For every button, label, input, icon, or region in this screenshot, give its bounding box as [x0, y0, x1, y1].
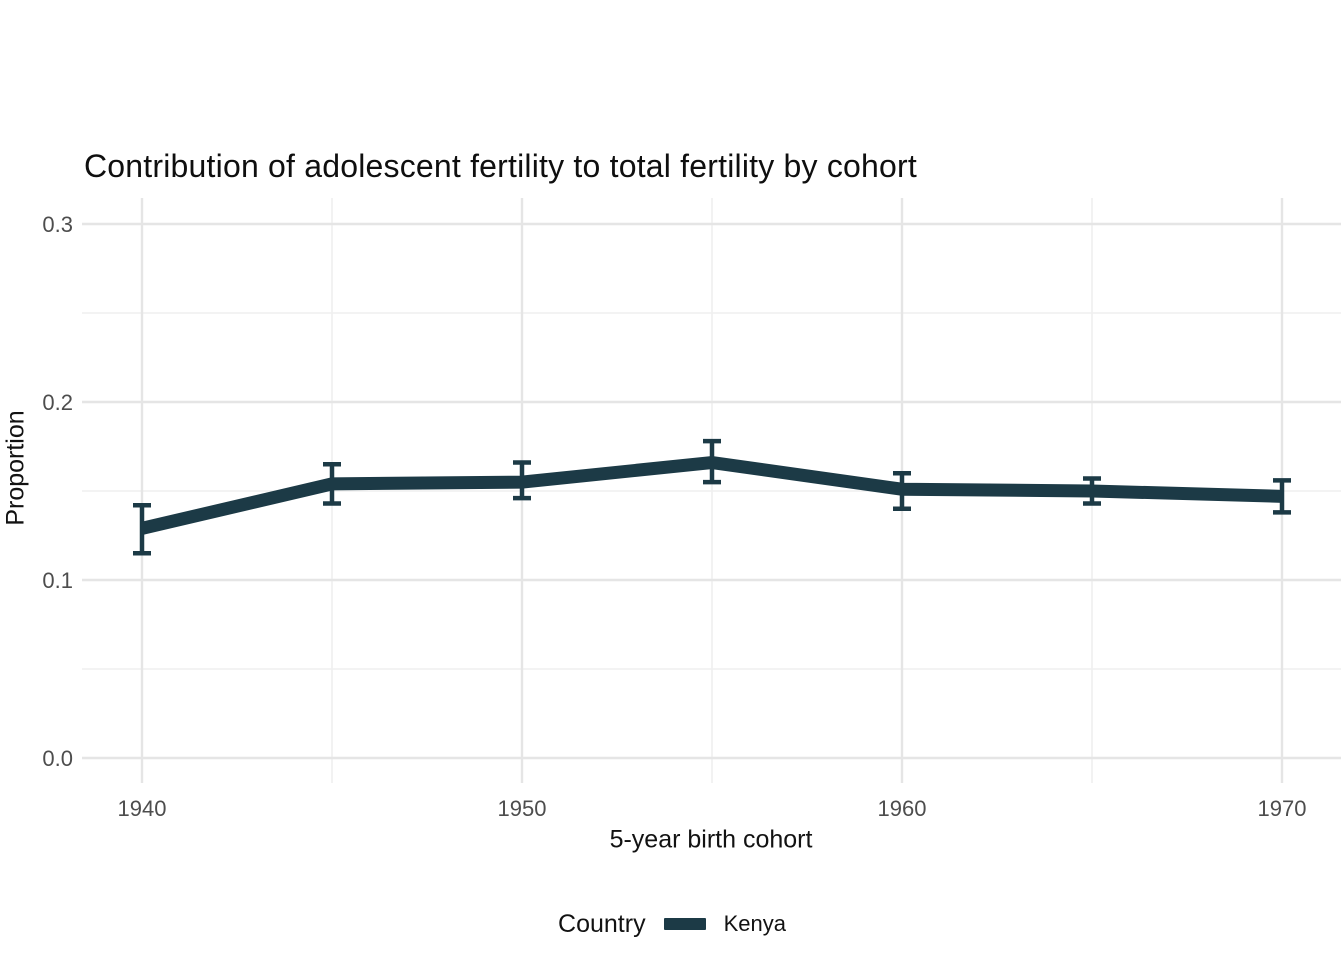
x-tick-label: 1970	[1258, 796, 1307, 821]
y-tick-label: 0.1	[42, 568, 73, 593]
x-tick-label: 1950	[498, 796, 547, 821]
legend-swatch-kenya-line-icon	[663, 918, 706, 930]
y-axis-tick-labels: 0.0 0.1 0.2 0.3	[42, 212, 73, 771]
x-axis-tick-labels: 1940 1950 1960 1970	[118, 796, 1307, 821]
chart-title: Contribution of adolescent fertility to …	[84, 148, 917, 184]
x-tick-label: 1960	[878, 796, 927, 821]
legend: Country Kenya	[0, 904, 1344, 944]
y-tick-label: 0.0	[42, 746, 73, 771]
x-axis-title: 5-year birth cohort	[609, 825, 813, 854]
legend-title: Country	[558, 909, 646, 938]
series-line-kenya	[140, 455, 1283, 535]
x-tick-label: 1940	[118, 796, 167, 821]
y-tick-label: 0.3	[42, 212, 73, 237]
y-axis-title: Proportion	[1, 410, 30, 526]
legend-label-kenya: Kenya	[723, 911, 786, 936]
y-tick-label: 0.2	[42, 390, 73, 415]
